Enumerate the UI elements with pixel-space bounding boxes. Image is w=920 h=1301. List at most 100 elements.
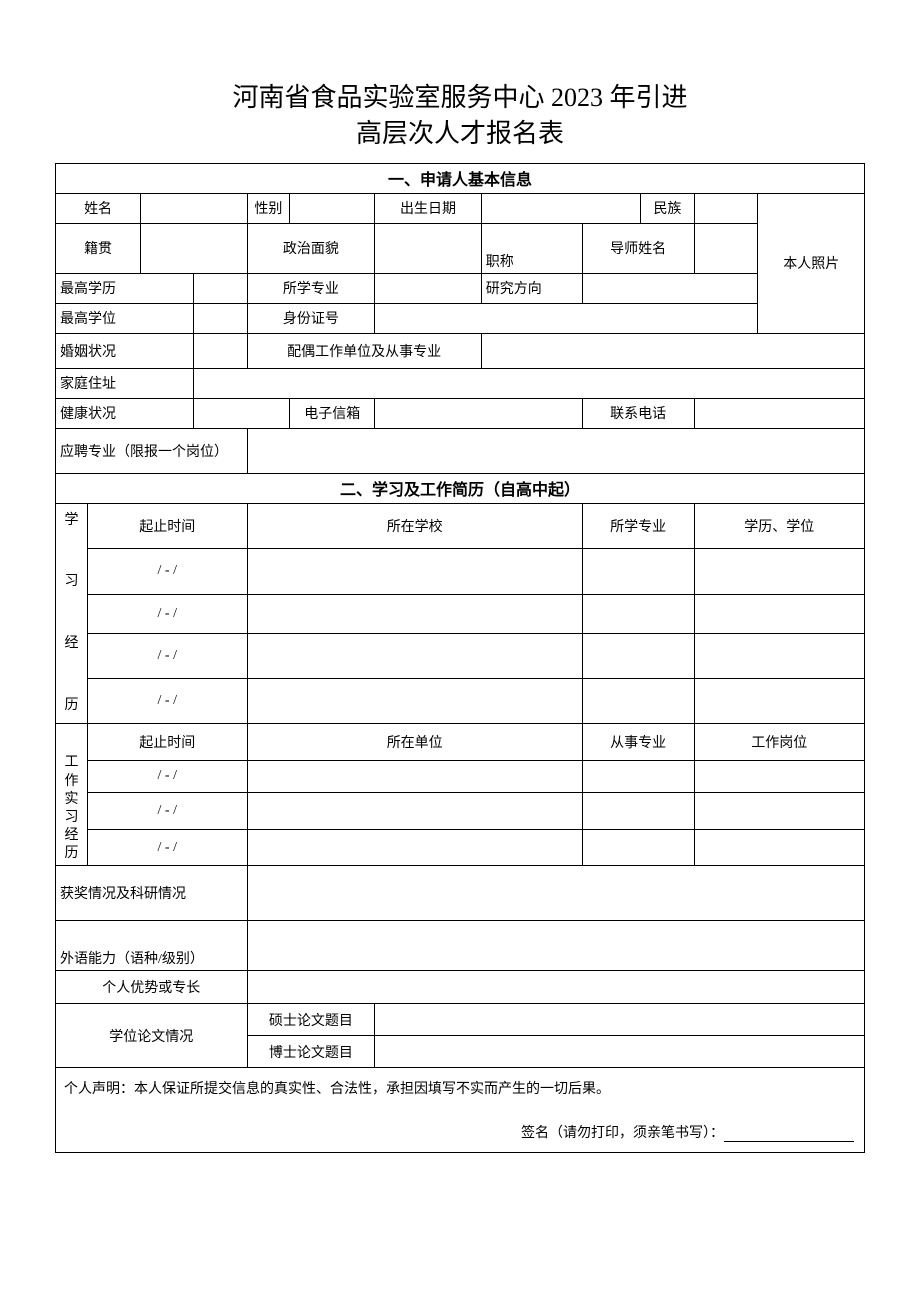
input-strength[interactable] — [247, 971, 864, 1004]
row-awards: 获奖情况及科研情况 — [56, 866, 865, 921]
input-thesis-master[interactable] — [375, 1004, 865, 1036]
edu-school-4[interactable] — [247, 678, 582, 723]
work-position-2[interactable] — [694, 792, 864, 829]
work-period-3[interactable]: / - / — [87, 829, 247, 866]
signature-label: 签名（请勿打印，须亲笔书写）： — [521, 1126, 724, 1141]
label-thesis-doctor: 博士论文题目 — [247, 1036, 375, 1068]
input-politics[interactable] — [375, 223, 481, 273]
input-tutor[interactable] — [694, 223, 758, 273]
input-highest-edu[interactable] — [194, 273, 247, 303]
row-thesis-master: 学位论文情况 硕士论文题目 — [56, 1004, 865, 1036]
label-thesis-master: 硕士论文题目 — [247, 1004, 375, 1036]
edu-period-4[interactable]: / - / — [87, 678, 247, 723]
label-language: 外语能力（语种/级别） — [56, 921, 248, 971]
section2-header-row: 二、学习及工作简历（自高中起） — [56, 473, 865, 503]
input-gender[interactable] — [290, 193, 375, 223]
work-period-2[interactable]: / - / — [87, 792, 247, 829]
label-apply-major: 应聘专业（限报一个岗位） — [56, 428, 248, 473]
work-position-3[interactable] — [694, 829, 864, 866]
edu-major-2[interactable] — [582, 594, 694, 633]
label-title: 职称 — [481, 223, 582, 273]
work-position-header: 工作岗位 — [694, 724, 864, 761]
work-major-header: 从事专业 — [582, 724, 694, 761]
row-highest-degree: 最高学位 身份证号 — [56, 303, 865, 333]
input-marital[interactable] — [194, 333, 247, 368]
input-email[interactable] — [375, 398, 583, 428]
edu-period-1[interactable]: / - / — [87, 549, 247, 594]
photo-cell[interactable]: 本人照片 — [758, 193, 865, 333]
label-highest-edu: 最高学历 — [56, 273, 194, 303]
label-health: 健康状况 — [56, 398, 194, 428]
input-language[interactable] — [247, 921, 864, 971]
edu-degree-header: 学历、学位 — [694, 503, 864, 548]
input-awards[interactable] — [247, 866, 864, 921]
title-line2: 高层次人才报名表 — [356, 119, 564, 148]
input-apply-major[interactable] — [247, 428, 864, 473]
edu-school-3[interactable] — [247, 633, 582, 678]
edu-major-1[interactable] — [582, 549, 694, 594]
input-highest-degree[interactable] — [194, 303, 247, 333]
edu-header-row: 学习经历 起止时间 所在学校 所学专业 学历、学位 — [56, 503, 865, 548]
work-major-2[interactable] — [582, 792, 694, 829]
input-name[interactable] — [141, 193, 247, 223]
input-major[interactable] — [375, 273, 481, 303]
label-phone: 联系电话 — [582, 398, 694, 428]
work-header-row: 工作实习经历 起止时间 所在单位 从事专业 工作岗位 — [56, 724, 865, 761]
input-thesis-doctor[interactable] — [375, 1036, 865, 1068]
label-id-number: 身份证号 — [247, 303, 375, 333]
row-name: 姓名 性别 出生日期 民族 本人照片 — [56, 193, 865, 223]
work-unit-1[interactable] — [247, 761, 582, 793]
section2-header: 二、学习及工作简历（自高中起） — [56, 473, 865, 503]
row-highest-edu: 最高学历 所学专业 研究方向 — [56, 273, 865, 303]
input-research[interactable] — [582, 273, 758, 303]
edu-period-2[interactable]: / - / — [87, 594, 247, 633]
label-name: 姓名 — [56, 193, 141, 223]
label-politics: 政治面貌 — [247, 223, 375, 273]
edu-major-3[interactable] — [582, 633, 694, 678]
label-nation: 民族 — [641, 193, 694, 223]
input-health[interactable] — [194, 398, 290, 428]
row-declaration: 个人声明：本人保证所提交信息的真实性、合法性，承担因填写不实而产生的一切后果。 … — [56, 1068, 865, 1153]
edu-degree-3[interactable] — [694, 633, 864, 678]
edu-degree-2[interactable] — [694, 594, 864, 633]
edu-row-1: / - / — [56, 549, 865, 594]
work-side-label: 工作实习经历 — [56, 724, 88, 866]
label-birth: 出生日期 — [375, 193, 481, 223]
signature-input[interactable] — [724, 1141, 854, 1142]
work-major-3[interactable] — [582, 829, 694, 866]
edu-row-3: / - / — [56, 633, 865, 678]
input-home-addr[interactable] — [194, 368, 865, 398]
edu-major-4[interactable] — [582, 678, 694, 723]
label-email: 电子信箱 — [290, 398, 375, 428]
title-line1: 河南省食品实验室服务中心 2023 年引进 — [232, 83, 687, 112]
edu-school-2[interactable] — [247, 594, 582, 633]
edu-period-3[interactable]: / - / — [87, 633, 247, 678]
edu-row-2: / - / — [56, 594, 865, 633]
input-jiguan[interactable] — [141, 223, 247, 273]
label-strength: 个人优势或专长 — [56, 971, 248, 1004]
row-marital: 婚姻状况 配偶工作单位及从事专业 — [56, 333, 865, 368]
section1-header-row: 一、申请人基本信息 — [56, 163, 865, 193]
edu-row-4: / - / — [56, 678, 865, 723]
edu-degree-1[interactable] — [694, 549, 864, 594]
work-period-header: 起止时间 — [87, 724, 247, 761]
label-gender: 性别 — [247, 193, 290, 223]
row-health: 健康状况 电子信箱 联系电话 — [56, 398, 865, 428]
work-unit-3[interactable] — [247, 829, 582, 866]
label-jiguan: 籍贯 — [56, 223, 141, 273]
input-birth[interactable] — [481, 193, 641, 223]
work-major-1[interactable] — [582, 761, 694, 793]
work-period-1[interactable]: / - / — [87, 761, 247, 793]
work-position-1[interactable] — [694, 761, 864, 793]
edu-school-1[interactable] — [247, 549, 582, 594]
input-phone[interactable] — [694, 398, 864, 428]
input-id-number[interactable] — [375, 303, 758, 333]
edu-degree-4[interactable] — [694, 678, 864, 723]
input-nation[interactable] — [694, 193, 758, 223]
edu-period-header: 起止时间 — [87, 503, 247, 548]
work-unit-2[interactable] — [247, 792, 582, 829]
row-home-addr: 家庭住址 — [56, 368, 865, 398]
row-apply-major: 应聘专业（限报一个岗位） — [56, 428, 865, 473]
label-research: 研究方向 — [481, 273, 582, 303]
input-spouse[interactable] — [481, 333, 864, 368]
